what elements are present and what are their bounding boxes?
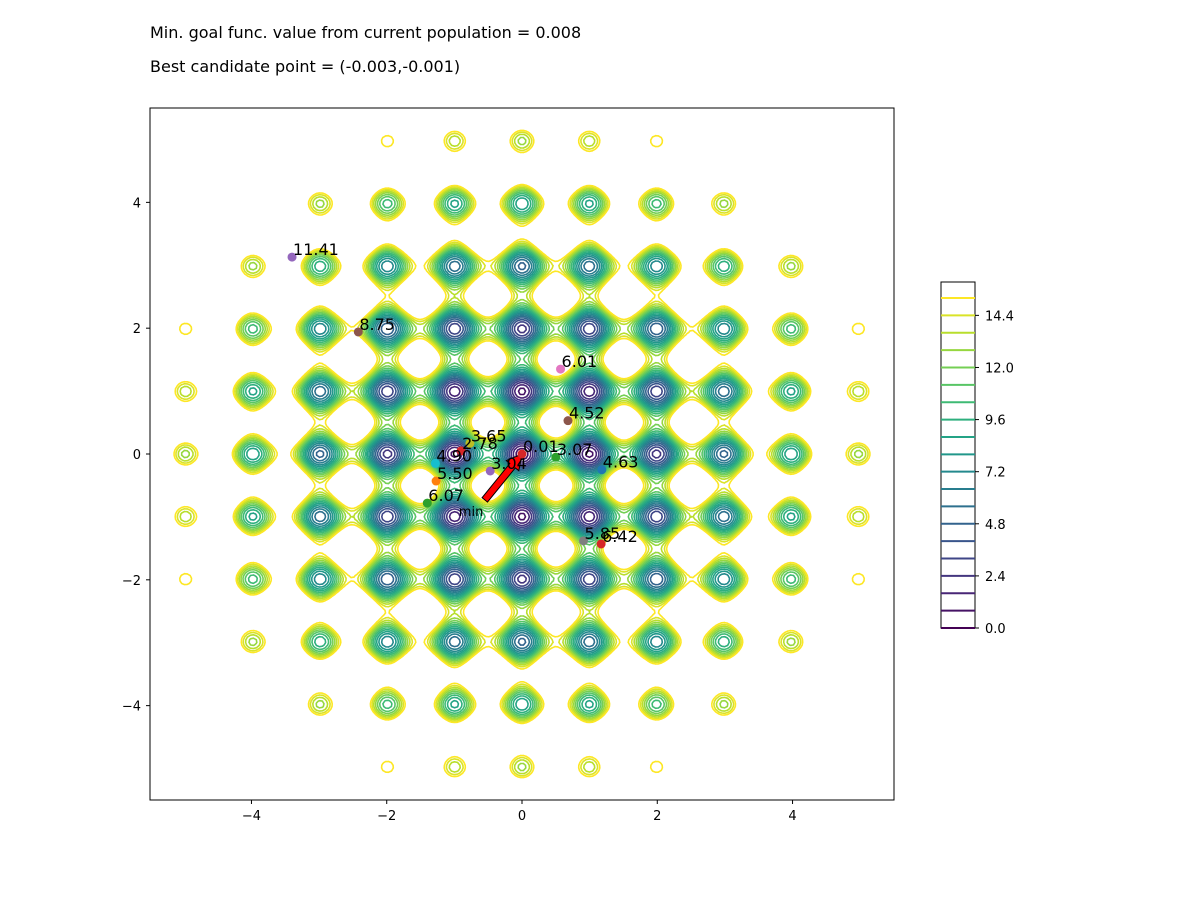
min-arrow (481, 453, 523, 503)
contour-level-15 (237, 189, 807, 719)
y-tick-label: 2 (133, 322, 141, 337)
min-goal-value-title: Min. goal func. value from current popul… (150, 23, 582, 42)
point-value-label: 4.90 (436, 446, 472, 465)
contour-level-16 (180, 136, 864, 772)
point-value-label: 3.07 (557, 440, 593, 459)
population-points: 11.41 8.75 6.01 4.52 3.652.784.90 3.04 5.50 6.0… (287, 240, 639, 549)
contour-level-8 (309, 256, 735, 652)
point-value-label: 0.01 (523, 437, 559, 456)
population-point (456, 446, 466, 456)
point-value-label: 6.07 (428, 486, 464, 505)
contour-level-5 (376, 319, 668, 589)
contour-level-17 (177, 133, 867, 775)
colorbar-tick-label: 14.4 (985, 309, 1014, 324)
contour-level-7 (312, 258, 732, 650)
population-point (551, 452, 561, 462)
y-tick-label: 0 (133, 448, 141, 463)
population-point (422, 498, 432, 508)
colorbar-tick-label: 0.0 (985, 622, 1006, 637)
x-tick-label: −4 (242, 809, 261, 824)
x-tick-label: 4 (788, 809, 796, 824)
best-candidate-title: Best candidate point = (-0.003,-0.001) (150, 57, 461, 76)
min-annotation-label: min (459, 505, 484, 520)
population-point (597, 465, 607, 475)
population-point (556, 364, 566, 374)
contour-level-9 (307, 254, 737, 654)
x-tick-label: −2 (377, 809, 396, 824)
point-value-label: 3.65 (471, 426, 507, 445)
population-point (596, 539, 606, 549)
point-value-label: 6.01 (562, 352, 598, 371)
point-value-label: 4.52 (569, 404, 605, 423)
point-value-label: 3.04 (491, 454, 527, 473)
population-point (485, 466, 495, 476)
point-value-label: 2.78 (462, 434, 498, 453)
contour-level-1 (450, 387, 594, 521)
colorbar: 0.0 2.4 4.8 7.2 9.6 12.0 14.4 (940, 281, 1014, 637)
population-point (517, 449, 527, 459)
x-axis: −4 −2 0 2 4 (242, 800, 797, 824)
colorbar-tick-label: 4.8 (985, 518, 1006, 533)
y-tick-label: −4 (122, 700, 141, 715)
colorbar-tick-label: 12.0 (985, 361, 1014, 376)
x-tick-label: 0 (518, 809, 526, 824)
point-value-label: 5.50 (437, 464, 473, 483)
y-tick-label: 4 (133, 196, 141, 211)
point-value-label: 4.63 (603, 453, 639, 472)
contour-level-2 (446, 384, 598, 524)
point-value-label: 5.85 (585, 524, 621, 543)
point-value-label: 8.75 (359, 315, 395, 334)
point-value-label: 6.42 (602, 527, 638, 546)
population-point (563, 416, 573, 426)
population-point (353, 327, 363, 337)
colorbar-tick-label: 2.4 (985, 570, 1006, 585)
population-point (465, 438, 475, 448)
contour-lines (173, 129, 871, 779)
contour-level-13 (241, 192, 803, 716)
contour-level-6 (315, 262, 729, 646)
colorbar-tick-label: 7.2 (985, 466, 1006, 481)
colorbar-tick-label: 9.6 (985, 414, 1006, 429)
min-arrow-layer: min (459, 453, 523, 520)
population-point (431, 476, 441, 486)
point-value-label: 11.41 (293, 240, 339, 259)
contour-level-14 (239, 191, 805, 717)
y-tick-label: −2 (122, 574, 141, 589)
contour-level-4 (379, 321, 665, 587)
contour-level-19 (173, 129, 871, 779)
contour-level-12 (243, 194, 801, 714)
population-point (430, 458, 440, 468)
x-tick-label: 2 (653, 809, 661, 824)
population-point (287, 252, 297, 262)
contour-level-18 (175, 131, 869, 777)
y-axis: −4 −2 0 2 4 (122, 196, 150, 715)
population-point (579, 536, 589, 546)
